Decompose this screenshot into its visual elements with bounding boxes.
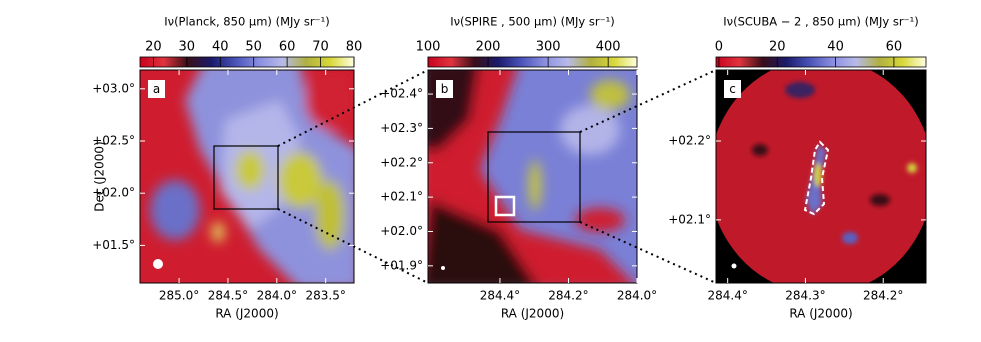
colorbar xyxy=(715,56,927,68)
axes-frame xyxy=(139,69,355,284)
y-tick-label: +01.5° xyxy=(92,238,135,252)
y-tick-label: +02.3° xyxy=(380,121,423,135)
y-tick-label: +02.4° xyxy=(380,87,423,101)
colorbar-tick-label: 70 xyxy=(312,40,329,55)
y-tick-label: +02.0° xyxy=(92,186,135,200)
colorbar-tick-label: 40 xyxy=(827,40,844,55)
map-c xyxy=(716,70,926,283)
x-axis-label: RA (J2000) xyxy=(215,307,278,321)
colorbar-tick-label: 30 xyxy=(179,40,196,55)
x-tick-label: 284.2° xyxy=(863,289,903,303)
colorbar-tick-label: 40 xyxy=(212,40,229,55)
axes-frame xyxy=(427,69,638,284)
y-tick-label: +01.9° xyxy=(380,258,423,272)
x-tick-label: 284.0° xyxy=(617,289,657,303)
x-tick-label: 284.4° xyxy=(480,289,520,303)
y-tick-label: +02.2° xyxy=(668,134,711,148)
colorbar-tick-label: 60 xyxy=(886,40,903,55)
x-tick-label: 284.0° xyxy=(257,289,297,303)
x-tick-label: 284.4° xyxy=(707,289,747,303)
map-a xyxy=(140,70,354,283)
colorbar-tick-label: 80 xyxy=(346,40,363,55)
panel-label: a xyxy=(153,82,160,96)
x-axis-label: RA (J2000) xyxy=(501,307,564,321)
y-axis-label: Dec (J2000) xyxy=(93,141,107,211)
colorbar-tick-label: 60 xyxy=(279,40,296,55)
x-tick-label: 285.0° xyxy=(159,289,199,303)
colorbar-tick-label: 400 xyxy=(596,40,621,55)
x-tick-label: 283.5° xyxy=(305,289,345,303)
x-axis-label: RA (J2000) xyxy=(789,307,852,321)
colorbar-tick-label: 100 xyxy=(416,40,441,55)
x-tick-label: 284.3° xyxy=(785,289,825,303)
x-tick-label: 284.2° xyxy=(548,289,588,303)
panel-label-box xyxy=(724,80,741,98)
colorbar-tick-label: 300 xyxy=(536,40,561,55)
axes-frame xyxy=(715,69,927,284)
colorbar-label: Iν(Planck, 850 µm) (MJy sr⁻¹) xyxy=(164,15,329,29)
panel-label-box xyxy=(436,80,453,98)
colorbar-label: Iν(SCUBA − 2 , 850 µm) (MJy sr⁻¹) xyxy=(723,15,918,29)
y-tick-label: +02.2° xyxy=(380,155,423,169)
map-b xyxy=(428,70,637,283)
y-tick-label: +02.1° xyxy=(380,190,423,204)
x-tick-label: 284.5° xyxy=(208,289,248,303)
y-tick-label: +02.0° xyxy=(380,224,423,238)
panel-label-box xyxy=(148,80,165,98)
colorbar xyxy=(427,56,638,68)
panel-label: c xyxy=(729,82,736,96)
panel-label: b xyxy=(441,82,449,96)
y-tick-label: +02.1° xyxy=(668,212,711,226)
y-tick-label: +03.0° xyxy=(92,81,135,95)
colorbar-tick-label: 0 xyxy=(715,40,723,55)
colorbar-tick-label: 20 xyxy=(769,40,786,55)
colorbar xyxy=(139,56,355,68)
zoom-box xyxy=(213,145,279,210)
colorbar-label: Iν(SPIRE , 500 µm) (MJy sr⁻¹) xyxy=(450,15,615,29)
colorbar-tick-label: 50 xyxy=(245,40,262,55)
colorbar-tick-label: 20 xyxy=(145,40,162,55)
y-tick-label: +02.5° xyxy=(92,134,135,148)
colorbar-tick-label: 200 xyxy=(476,40,501,55)
zoom-box xyxy=(487,131,581,223)
connectors xyxy=(277,69,717,284)
marker-box xyxy=(494,195,516,217)
